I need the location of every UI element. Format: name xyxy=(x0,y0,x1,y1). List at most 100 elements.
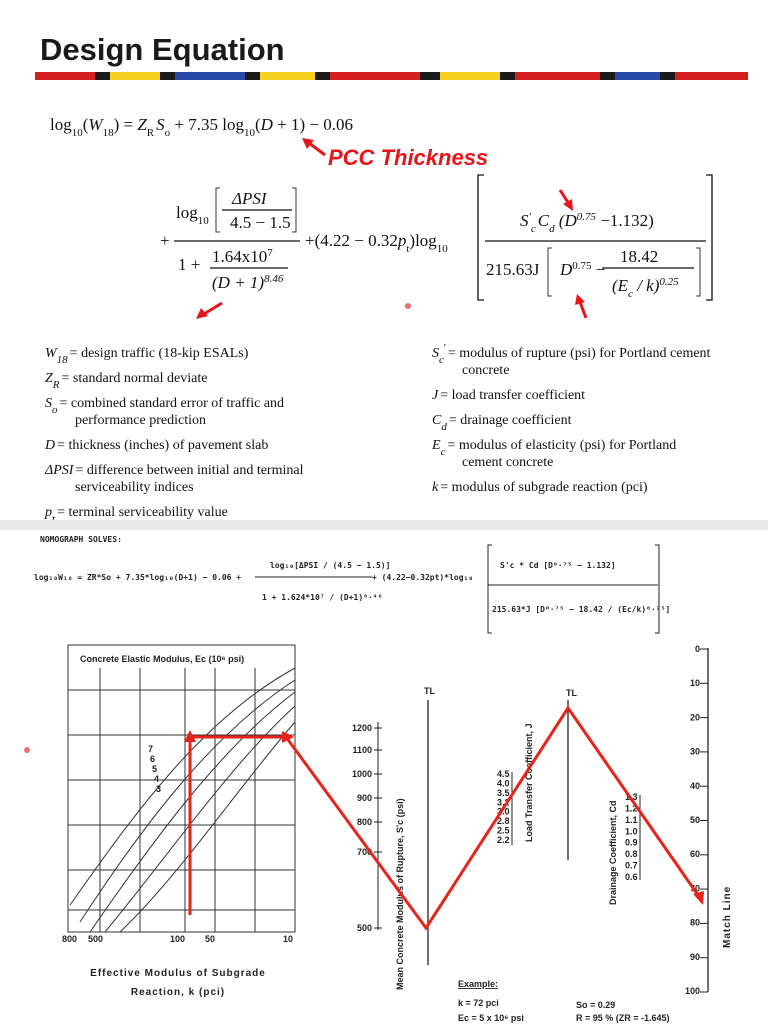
text: 7 xyxy=(267,247,273,259)
text: Z xyxy=(137,115,147,134)
text: ' xyxy=(529,211,532,223)
text: 215.63*J [D⁰·⁷⁵ − 18.42 / (Ec/k)⁰·²⁵] xyxy=(492,605,670,614)
shape xyxy=(110,72,160,80)
shape xyxy=(215,187,297,233)
definition-text: = thickness (inches) of pavement slab xyxy=(57,438,268,453)
text: NOMOGRAPH SOLVES: xyxy=(40,535,122,544)
text: + 1) − 0.06 xyxy=(273,115,353,134)
text: R xyxy=(147,127,155,139)
text: log xyxy=(176,203,198,222)
definition-text: = combined standard error of traffic and xyxy=(60,396,285,411)
definition-symbol: E xyxy=(431,438,441,453)
shape xyxy=(67,644,296,933)
curve-label: 4 xyxy=(154,774,159,784)
shape xyxy=(302,138,314,149)
j-tick-label: 4.0 xyxy=(497,778,510,788)
shape xyxy=(282,731,294,743)
text: D xyxy=(559,260,573,279)
rupture-tick-label: 900 xyxy=(357,793,372,803)
cd-tick-label: 1.2 xyxy=(625,803,638,813)
text: − xyxy=(592,260,606,279)
shape xyxy=(330,72,420,80)
shape xyxy=(440,72,500,80)
j-tick-label: 2.8 xyxy=(497,816,510,826)
text: (D + 1)8.46 xyxy=(212,273,284,292)
k-tick-label: 10 xyxy=(283,934,293,944)
k-tick-label: 500 xyxy=(88,934,103,944)
definition-text: = design traffic (18-kip ESALs) xyxy=(70,346,249,361)
text: 1 + xyxy=(178,255,200,274)
k-tick-label: 50 xyxy=(205,934,215,944)
text: C xyxy=(538,211,550,230)
text: Reaction, k (pci) xyxy=(131,987,225,998)
match-tick-label: 80 xyxy=(690,918,700,928)
cd-tick-label: 0.6 xyxy=(625,872,638,882)
definition-symbol: S xyxy=(432,346,439,361)
text: log10 xyxy=(176,203,209,227)
definition: D = thickness (inches) of pavement slab xyxy=(44,438,268,453)
text: / k) xyxy=(633,276,660,295)
definition-symbol: W xyxy=(45,346,58,361)
equation-term2: + log10 ΔPSI 4.5 − 1.5 1 + 1.64x107 (D +… xyxy=(160,174,713,301)
shape xyxy=(188,705,702,931)
text: Example: xyxy=(458,979,498,989)
cd-tick-label: 1.0 xyxy=(625,826,638,836)
text: 10 xyxy=(72,127,84,139)
definition-symbol: p xyxy=(44,505,52,520)
definition-text: = load transfer coefficient xyxy=(440,388,585,403)
match-tick-label: 20 xyxy=(690,712,700,722)
rupture-tick-label: 700 xyxy=(357,847,372,857)
text: Effective Modulus of Subgrade xyxy=(90,968,266,979)
text: log₁₀W₁₈ = ZR*So + 7.35*log₁₀(D+1) − 0.0… xyxy=(34,573,241,582)
title-stripe xyxy=(35,72,748,80)
definition-continuation: cement concrete xyxy=(462,455,553,470)
j-tick-label: 4.5 xyxy=(497,769,510,779)
definition: Sc' = modulus of rupture (psi) for Portla… xyxy=(432,342,711,366)
definition-text: = difference between initial and termina… xyxy=(75,463,303,478)
text: (Ec / k)0.25 xyxy=(612,276,679,300)
text: R = 95 % (ZR = -1.645) xyxy=(576,1013,670,1023)
text: + 7.35 log xyxy=(170,115,244,134)
text: 215.63J xyxy=(486,260,540,279)
text: (E xyxy=(612,276,629,295)
match-tick-label: 50 xyxy=(690,815,700,825)
shape xyxy=(69,667,296,933)
dot xyxy=(24,747,30,753)
cd-tick-label: 0.7 xyxy=(625,861,638,871)
j-tick-label: 2.2 xyxy=(497,835,510,845)
definition: W18 = design traffic (18-kip ESALs) xyxy=(45,346,249,366)
curve-label: 5 xyxy=(152,764,157,774)
text: )log xyxy=(409,231,437,250)
definition-symbol: D xyxy=(44,438,55,453)
dot xyxy=(405,303,411,309)
text: 1 + 1.624*10⁷ / (D+1)⁸·⁴⁶ xyxy=(262,593,382,602)
text: + xyxy=(160,231,170,250)
text: Load Transfer Coefficient, J xyxy=(524,723,534,842)
text: k = 72 pci xyxy=(458,998,499,1008)
definition-continuation: serviceability indices xyxy=(75,480,194,495)
text: 4.5 − 1.5 xyxy=(230,213,291,232)
text: ( xyxy=(83,115,89,134)
text: c xyxy=(628,288,633,300)
match-tick-label: 10 xyxy=(690,678,700,688)
definition-subscript: t xyxy=(52,513,56,525)
text: 18 xyxy=(103,127,115,139)
shape xyxy=(308,141,326,157)
text: 10 xyxy=(244,127,256,139)
j-tick-label: 3.2 xyxy=(497,797,510,807)
text: 10 xyxy=(198,215,210,227)
curve-label: 3 xyxy=(156,784,161,794)
definition: Cd = drainage coefficient xyxy=(432,413,572,433)
definition-symbol: C xyxy=(432,413,442,428)
text: log xyxy=(50,115,72,134)
shape xyxy=(675,72,748,80)
text: S xyxy=(156,115,165,134)
rupture-tick-label: 1200 xyxy=(352,723,372,733)
shape xyxy=(68,668,295,932)
text: ) = xyxy=(114,115,138,134)
text: d xyxy=(549,223,555,235)
definition-symbol: S xyxy=(45,396,52,411)
cd-tick-label: 1.1 xyxy=(625,815,638,825)
shape xyxy=(515,72,600,80)
